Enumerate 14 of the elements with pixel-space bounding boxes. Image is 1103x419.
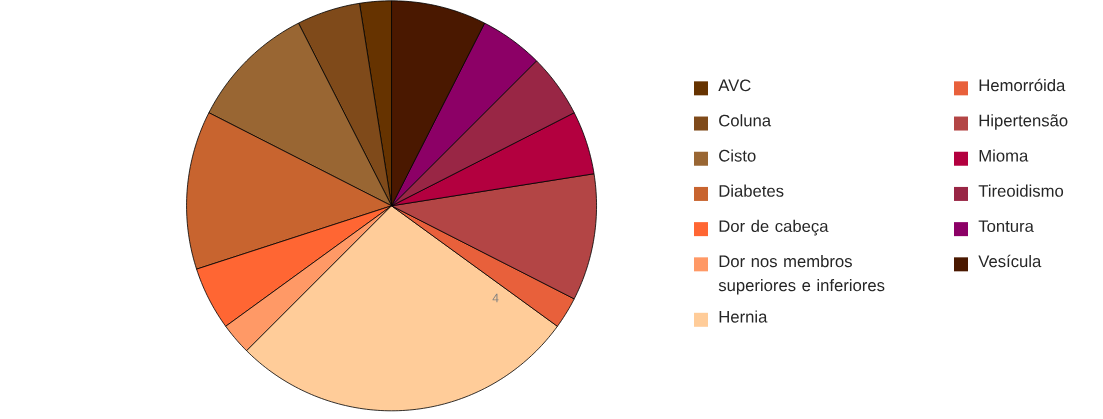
legend-label: Tontura	[978, 220, 1034, 233]
legend-label: AVC	[718, 79, 751, 92]
legend-label: Dor nos membros superiores e inferiores	[718, 254, 885, 295]
legend-label: Dor de cabeça	[719, 219, 829, 236]
legend-label: Diabetes	[719, 184, 784, 197]
legend-label: Cisto	[719, 149, 756, 162]
text: 4	[492, 293, 499, 303]
legend-label: Hernia	[719, 310, 768, 323]
legend-label: Tireoidismo	[978, 184, 1064, 197]
legend-label: Vesícula	[978, 254, 1042, 268]
legend-label: Mioma	[979, 149, 1029, 162]
legend-label: Hemorróida	[979, 78, 1066, 92]
legend-label: Coluna	[719, 114, 772, 127]
legend-label: Hipertensão	[979, 114, 1068, 130]
